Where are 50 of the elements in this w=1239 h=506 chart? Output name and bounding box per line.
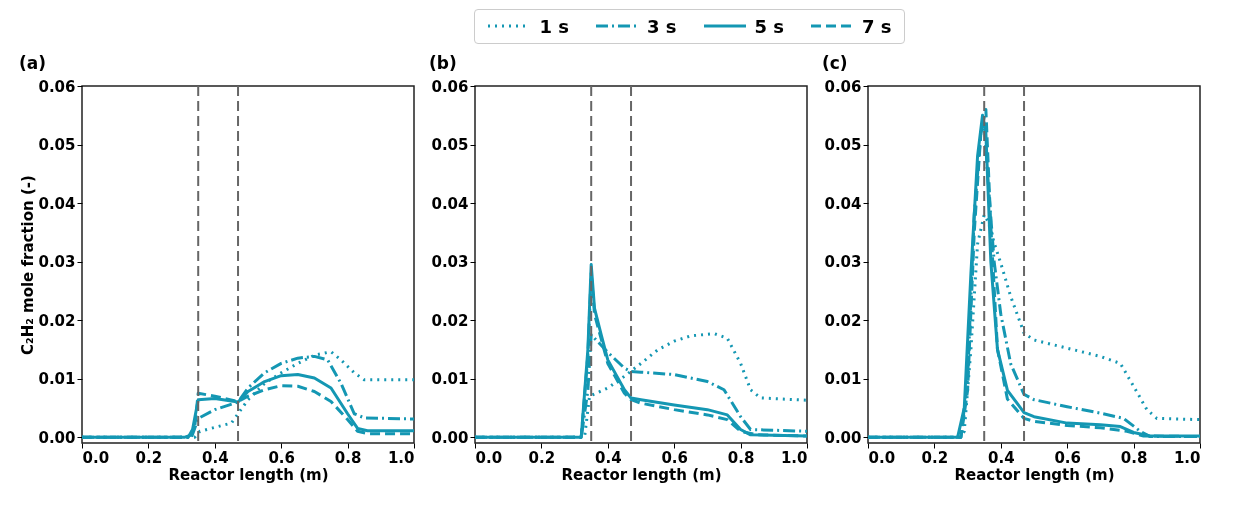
y-tick-label: 0.02 (824, 311, 862, 330)
y-tick-label: 0.06 (431, 77, 469, 96)
x-tick-label: 0.6 (268, 448, 295, 467)
x-tick-label: 1.0 (780, 448, 808, 467)
y-tick-label: 0.01 (38, 370, 76, 389)
x-axis-title: Reactor length (m) (561, 465, 722, 484)
x-tick-label: 1.0 (1173, 448, 1201, 467)
legend-label: 1 s (539, 15, 569, 37)
y-tick-label: 0.05 (824, 136, 862, 155)
x-tick-label: 0.4 (202, 448, 229, 467)
y-tick-label: 0.06 (38, 77, 76, 96)
y-tick-label: 0.00 (38, 428, 76, 447)
y-tick-label: 0.05 (38, 136, 76, 155)
y-tick-label: 0.05 (431, 136, 469, 155)
chart-title: (a) (18, 53, 47, 73)
y-tick-label: 0.04 (38, 194, 76, 213)
x-tick-label: 1.0 (387, 448, 415, 467)
y-tick-label: 0.00 (824, 428, 862, 447)
x-tick-label: 0.2 (135, 448, 163, 467)
x-tick-label: 0.0 (82, 448, 110, 467)
legend-label: 3 s (646, 15, 677, 37)
x-tick-label: 0.2 (921, 448, 949, 467)
x-tick-label: 0.0 (475, 448, 503, 467)
y-tick-label: 0.02 (431, 311, 469, 330)
x-tick-label: 0.4 (595, 448, 622, 467)
y-tick-label: 0.02 (38, 311, 76, 330)
x-tick-label: 0.0 (868, 448, 896, 467)
x-tick-label: 0.4 (988, 448, 1015, 467)
y-tick-label: 0.03 (38, 253, 76, 272)
y-tick-label: 0.01 (431, 370, 469, 389)
x-axis-title: Reactor length (m) (168, 465, 329, 484)
y-tick-label: 0.06 (824, 77, 862, 96)
legend-label: 7 s (862, 15, 892, 37)
chart-title: (c) (821, 53, 848, 73)
x-tick-label: 0.2 (528, 448, 556, 467)
x-tick-label: 0.8 (727, 448, 755, 467)
y-tick-label: 0.04 (431, 194, 469, 213)
y-tick-label: 0.00 (431, 428, 469, 447)
y-tick-label: 0.01 (824, 370, 862, 389)
y-tick-label: 0.03 (824, 253, 862, 272)
y-axis-title: C₂H₂ mole fraction (-) (19, 175, 38, 355)
x-tick-label: 0.6 (1054, 448, 1081, 467)
y-tick-label: 0.04 (824, 194, 862, 213)
x-tick-label: 0.8 (1120, 448, 1148, 467)
x-tick-label: 0.8 (334, 448, 362, 467)
x-tick-label: 0.6 (661, 448, 688, 467)
chart-title: (b) (428, 53, 457, 73)
x-axis-title: Reactor length (m) (954, 465, 1115, 484)
y-tick-label: 0.03 (431, 253, 469, 272)
legend-label: 5 s (754, 15, 785, 37)
